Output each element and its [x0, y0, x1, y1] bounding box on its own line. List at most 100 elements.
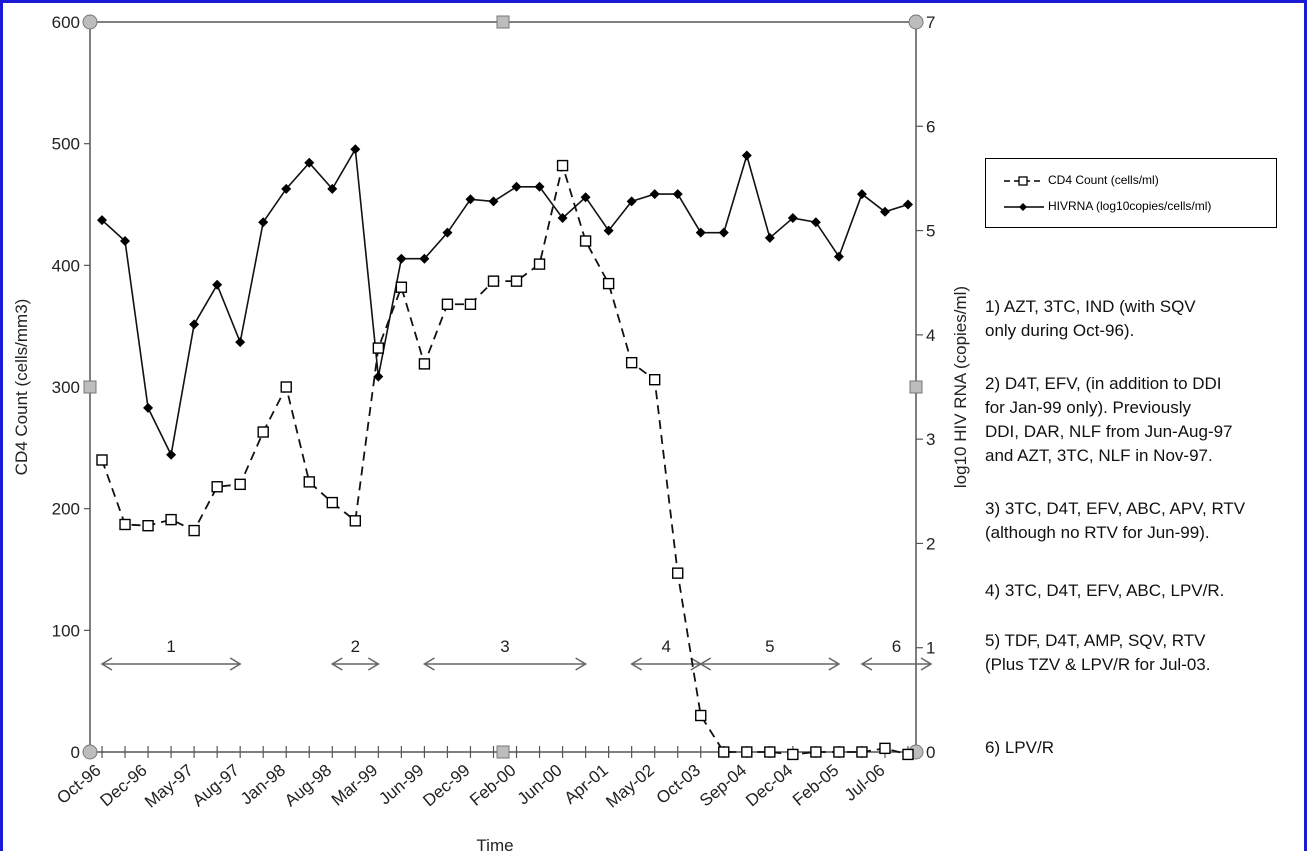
cd4-point	[533, 258, 546, 270]
cd4-point	[556, 159, 569, 172]
note-line: (Plus TZV & LPV/R for Jul-03.	[985, 655, 1211, 674]
hivrna-point	[189, 319, 200, 330]
hivrna-point	[281, 183, 292, 194]
period-arrow-head-left	[330, 657, 343, 671]
hivrna-point	[879, 206, 890, 217]
right-tick-label: 0	[926, 743, 935, 762]
edge-marker	[496, 745, 510, 759]
legend-label-cd4: CD4 Count (cells/ml)	[1048, 173, 1159, 187]
cd4-point	[833, 746, 845, 758]
left-tick-label: 500	[52, 135, 80, 154]
note-line: 3) 3TC, D4T, EFV, ABC, APV, RTV	[985, 499, 1246, 518]
cd4-point	[119, 518, 131, 531]
x-tick-label: Sep-04	[696, 761, 750, 811]
hivrna-point	[442, 227, 453, 238]
cd4-point	[234, 478, 246, 491]
cd4-point	[211, 481, 223, 493]
period-arrow-head-right	[575, 657, 588, 671]
hivrna-point	[396, 253, 407, 264]
period-label: 6	[892, 637, 901, 656]
period-arrow-head-right	[367, 657, 380, 671]
x-tick-label: Feb-05	[789, 761, 842, 810]
right-tick-label: 7	[926, 13, 935, 32]
x-tick-label: Dec-04	[742, 761, 796, 811]
note-line: 1) AZT, 3TC, IND (with SQV	[985, 297, 1196, 316]
period-arrow-head-right	[828, 657, 841, 671]
x-tick-label: Mar-99	[328, 761, 381, 810]
cd4-point	[441, 298, 454, 310]
cd4-point	[648, 374, 661, 386]
corner-marker	[908, 14, 924, 30]
cd4-point	[810, 746, 822, 758]
hivrna-point	[511, 181, 522, 192]
note-line: DDI, DAR, NLF from Jun-Aug-97	[985, 422, 1233, 441]
period-arrow-head-left	[630, 657, 643, 671]
hivrna-point	[557, 213, 568, 224]
cd4-point	[764, 746, 776, 758]
cd4-point	[602, 277, 615, 290]
cd4-point	[418, 358, 431, 370]
x-tick-label: Oct-03	[653, 761, 704, 808]
cd4-point	[349, 515, 362, 527]
x-tick-label: Aug-98	[281, 761, 335, 811]
period-arrow-head-left	[100, 657, 113, 671]
x-tick-label: Apr-01	[561, 761, 612, 808]
note-line: 6) LPV/R	[985, 738, 1054, 757]
cd4-point	[879, 742, 891, 755]
hivrna-point	[787, 213, 798, 224]
note-line: for Jan-99 only). Previously	[985, 398, 1191, 417]
left-tick-label: 300	[52, 378, 80, 397]
cd4-series-line	[101, 162, 909, 756]
hivrna-point	[373, 371, 384, 382]
cd4-point	[464, 298, 477, 310]
cd4-point	[257, 426, 269, 438]
y2-axis-title: log10 HIV RNA (copies/ml)	[951, 286, 970, 488]
hivrna-point	[488, 196, 499, 207]
x-tick-label: Feb-00	[466, 761, 519, 810]
hivrna-point	[695, 227, 706, 238]
x-tick-label: Dec-99	[419, 761, 473, 811]
hivrna-point	[764, 232, 775, 243]
cd4-point	[625, 356, 638, 369]
period-arrow-head-left	[699, 657, 712, 671]
period-arrow-head-right	[920, 657, 933, 671]
hivrna-point	[903, 199, 913, 210]
cd4-point	[96, 454, 108, 466]
y-axis-title: CD4 Count (cells/mm3)	[12, 299, 31, 476]
period-label: 2	[351, 637, 360, 656]
hivrna-point	[304, 157, 315, 168]
cd4-point	[395, 281, 408, 293]
x-tick-label: Jan-98	[237, 761, 289, 809]
note-line: and AZT, 3TC, NLF in Nov-97.	[985, 446, 1213, 465]
edge-marker	[909, 380, 923, 394]
hivrna-point	[580, 192, 591, 203]
legend-label-hivrna: HIVRNA (log10copies/cells/ml)	[1048, 199, 1212, 213]
hivrna-point	[465, 194, 476, 205]
legend-item-hivrna: HIVRNA (log10copies/cells/ml)	[986, 197, 1276, 217]
legend-diamond-line-icon	[1004, 203, 1044, 211]
note-line: only during Oct-96).	[985, 321, 1135, 340]
note-line: 5) TDF, D4T, AMP, SQV, RTV	[985, 631, 1206, 650]
right-tick-label: 6	[926, 117, 935, 136]
x-tick-label: May-02	[602, 761, 658, 812]
left-tick-label: 600	[52, 13, 80, 32]
corner-marker	[82, 744, 98, 760]
cd4-point	[326, 496, 338, 509]
period-label: 4	[661, 637, 670, 656]
right-tick-label: 4	[926, 326, 935, 345]
period-label: 5	[765, 637, 774, 656]
hivrna-point	[741, 150, 752, 161]
x-tick-label: May-97	[141, 761, 197, 812]
note-line: 2) D4T, EFV, (in addition to DDI	[985, 374, 1222, 393]
period-label: 1	[166, 637, 175, 656]
cd4-point	[487, 275, 500, 287]
left-tick-label: 200	[52, 500, 80, 519]
hivrna-point	[166, 449, 177, 460]
period-arrow-head-left	[422, 657, 435, 671]
x-axis-title: Time	[476, 836, 513, 854]
hivrna-point	[649, 189, 660, 200]
left-tick-label: 400	[52, 256, 80, 275]
x-tick-label: Aug-97	[189, 761, 243, 811]
